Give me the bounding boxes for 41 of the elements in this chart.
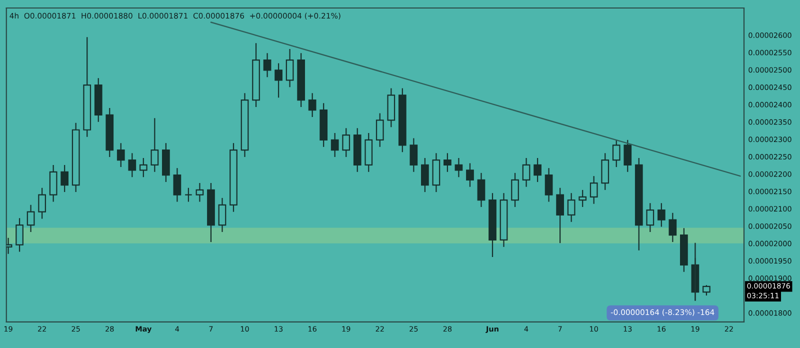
candlestick bbox=[590, 176, 598, 204]
candlestick bbox=[624, 139, 632, 172]
candlestick bbox=[702, 284, 710, 296]
candlestick bbox=[657, 202, 666, 228]
candlestick bbox=[477, 172, 486, 208]
candlestick bbox=[128, 152, 136, 178]
candlestick bbox=[342, 128, 350, 158]
candlestick bbox=[444, 152, 452, 172]
candlestick bbox=[150, 118, 159, 172]
candlestick bbox=[376, 112, 384, 148]
candlestick bbox=[511, 172, 519, 208]
candlestick bbox=[454, 157, 463, 178]
candlestick bbox=[556, 187, 564, 244]
candlestick bbox=[116, 142, 125, 168]
candlestick bbox=[421, 157, 429, 193]
candlestick bbox=[330, 132, 339, 158]
candlestick bbox=[578, 189, 587, 208]
candlestick bbox=[38, 187, 46, 220]
candlestick bbox=[466, 162, 474, 188]
candlestick bbox=[668, 212, 677, 243]
candlestick bbox=[567, 192, 576, 222]
candlestick bbox=[544, 168, 553, 202]
candlestick bbox=[139, 157, 148, 178]
candlestick bbox=[26, 204, 35, 233]
candlestick bbox=[646, 202, 654, 233]
candlestick bbox=[218, 197, 226, 233]
candlestick bbox=[274, 62, 282, 98]
candlestick bbox=[49, 164, 58, 202]
candlestick bbox=[410, 138, 418, 172]
candlestick bbox=[612, 139, 620, 168]
candlestick bbox=[286, 48, 294, 88]
candlestick bbox=[60, 164, 69, 193]
candlestick bbox=[173, 168, 182, 202]
candlestick bbox=[16, 218, 24, 252]
candlestick bbox=[308, 92, 316, 118]
candlestick bbox=[522, 157, 530, 188]
candlestick bbox=[534, 157, 542, 183]
candlestick bbox=[196, 182, 204, 202]
candlestick bbox=[184, 187, 192, 202]
candlestick bbox=[601, 152, 610, 191]
candlestick bbox=[263, 52, 272, 78]
